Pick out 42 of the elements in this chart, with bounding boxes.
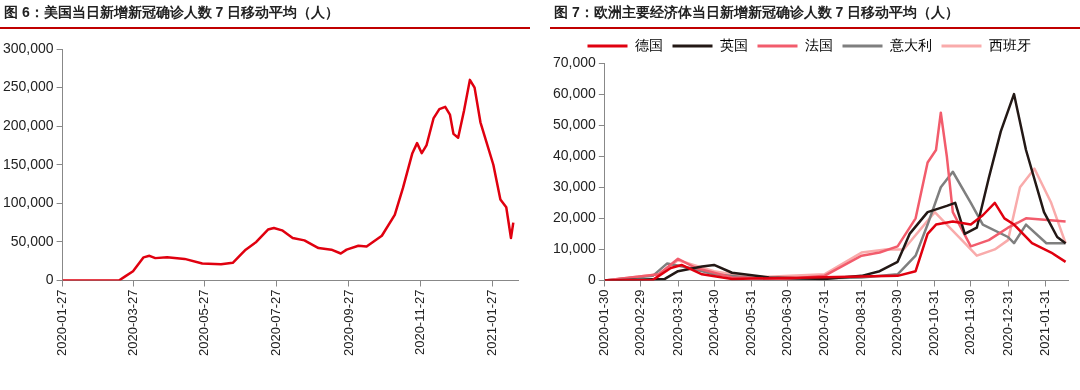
y-tick-label: 10,000	[552, 240, 597, 257]
x-tick-label: 2020-09-30	[889, 289, 905, 356]
y-tick-label: 20,000	[552, 209, 597, 226]
x-tick-label: 2020-04-30	[705, 289, 721, 356]
x-tick-label: 2020-11-27	[412, 289, 428, 356]
y-tick-label: 100,000	[3, 194, 54, 211]
legend-label: 西班牙	[988, 36, 1031, 53]
y-tick-label: 200,000	[3, 117, 54, 134]
x-tick-label: 2020-11-30	[962, 289, 978, 356]
y-tick-label: 300,000	[3, 39, 54, 56]
y-tick-label: 40,000	[552, 147, 597, 164]
x-tick-label: 2020-10-31	[926, 289, 942, 356]
y-tick-label: 50,000	[10, 232, 54, 249]
legend-label: 法国	[804, 36, 833, 53]
chart-title: 图 7：欧洲主要经济体当日新增新冠确诊人数 7 日移动平均（人）	[550, 0, 1080, 29]
x-tick-label: 2021-01-31	[1036, 289, 1052, 356]
x-tick-label: 2020-08-31	[853, 289, 869, 356]
x-tick-label: 2020-05-31	[742, 289, 758, 356]
x-tick-label: 2020-09-27	[340, 289, 356, 356]
y-tick-label: 50,000	[552, 116, 597, 132]
y-tick-label: 250,000	[3, 78, 54, 95]
y-tick-label: 150,000	[3, 155, 54, 172]
x-tick-label: 2020-07-27	[267, 289, 283, 356]
x-tick-label: 2020-03-27	[124, 289, 140, 356]
x-tick-label: 2020-07-31	[815, 289, 831, 356]
x-tick-label: 2020-06-30	[778, 289, 794, 356]
legend-label: 英国	[719, 36, 748, 53]
legend-label: 德国	[634, 36, 663, 53]
x-tick-label: 2020-05-27	[196, 289, 212, 356]
y-tick-label: 0	[45, 271, 54, 288]
x-tick-label: 2020-01-27	[54, 289, 70, 356]
y-tick-label: 30,000	[552, 178, 597, 195]
x-tick-label: 2021-01-27	[483, 289, 499, 356]
y-tick-label: 60,000	[552, 84, 597, 101]
x-tick-label: 2020-02-29	[632, 289, 648, 356]
chart-title: 图 6：美国当日新增新冠确诊人数 7 日移动平均（人）	[0, 0, 530, 29]
x-tick-label: 2020-12-31	[999, 289, 1015, 356]
x-tick-label: 2020-01-30	[596, 289, 612, 356]
x-tick-label: 2020-03-31	[669, 289, 685, 356]
y-tick-label: 0	[588, 271, 597, 288]
y-tick-label: 70,000	[552, 53, 597, 70]
legend-label: 意大利	[888, 36, 932, 53]
